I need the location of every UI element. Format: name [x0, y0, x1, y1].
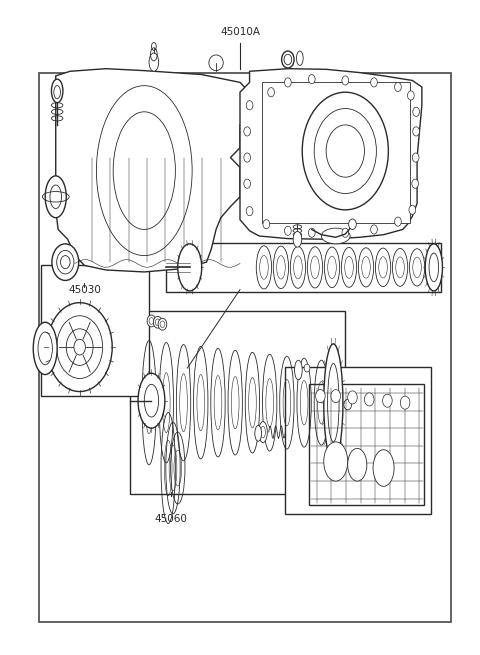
Circle shape — [246, 206, 253, 215]
Ellipse shape — [52, 244, 79, 280]
Ellipse shape — [302, 92, 388, 210]
Ellipse shape — [51, 79, 63, 103]
Circle shape — [246, 101, 253, 110]
Circle shape — [383, 394, 392, 407]
Polygon shape — [240, 69, 422, 239]
Circle shape — [344, 400, 351, 410]
Circle shape — [348, 219, 356, 229]
Ellipse shape — [138, 373, 165, 428]
Bar — [39, 73, 451, 622]
Bar — [262, 83, 410, 223]
Circle shape — [147, 315, 156, 327]
Circle shape — [304, 364, 310, 372]
Bar — [130, 311, 345, 494]
Ellipse shape — [47, 303, 112, 392]
Circle shape — [244, 127, 251, 136]
Circle shape — [268, 88, 275, 97]
Ellipse shape — [259, 422, 267, 443]
Text: 45060: 45060 — [154, 514, 187, 524]
Ellipse shape — [297, 51, 303, 66]
Circle shape — [154, 316, 162, 328]
Circle shape — [309, 228, 315, 237]
Ellipse shape — [149, 53, 158, 71]
Text: 45050: 45050 — [338, 409, 372, 419]
Circle shape — [413, 127, 420, 136]
Circle shape — [395, 83, 401, 92]
Ellipse shape — [425, 244, 443, 291]
Circle shape — [342, 228, 348, 237]
Circle shape — [263, 219, 270, 229]
Ellipse shape — [282, 51, 294, 68]
Ellipse shape — [322, 228, 350, 244]
Circle shape — [412, 179, 419, 188]
Ellipse shape — [373, 450, 394, 486]
Bar — [41, 265, 149, 396]
Circle shape — [331, 390, 340, 403]
Ellipse shape — [209, 55, 223, 71]
Polygon shape — [166, 242, 441, 291]
Circle shape — [400, 396, 410, 409]
Bar — [286, 367, 432, 514]
Text: 45030: 45030 — [68, 285, 101, 295]
Bar — [310, 384, 424, 505]
Circle shape — [316, 390, 325, 403]
Circle shape — [309, 75, 315, 84]
Circle shape — [409, 205, 416, 214]
Circle shape — [408, 91, 414, 100]
Circle shape — [348, 391, 357, 404]
Circle shape — [371, 78, 377, 87]
Circle shape — [244, 179, 251, 188]
Circle shape — [285, 226, 291, 235]
Ellipse shape — [293, 231, 302, 247]
Ellipse shape — [255, 426, 262, 441]
Circle shape — [342, 76, 348, 85]
Circle shape — [413, 107, 420, 117]
Circle shape — [371, 225, 377, 234]
Ellipse shape — [324, 344, 343, 462]
Ellipse shape — [178, 244, 202, 291]
Circle shape — [395, 217, 401, 226]
Circle shape — [244, 153, 251, 162]
Polygon shape — [56, 69, 250, 272]
Text: 45010A: 45010A — [220, 27, 260, 37]
Ellipse shape — [45, 176, 66, 217]
Text: 45040: 45040 — [156, 370, 190, 380]
Ellipse shape — [348, 449, 367, 481]
Circle shape — [158, 318, 167, 330]
Circle shape — [364, 393, 374, 406]
Circle shape — [412, 153, 419, 162]
Circle shape — [285, 78, 291, 87]
Ellipse shape — [295, 360, 302, 380]
Ellipse shape — [324, 442, 348, 481]
Ellipse shape — [33, 322, 57, 375]
